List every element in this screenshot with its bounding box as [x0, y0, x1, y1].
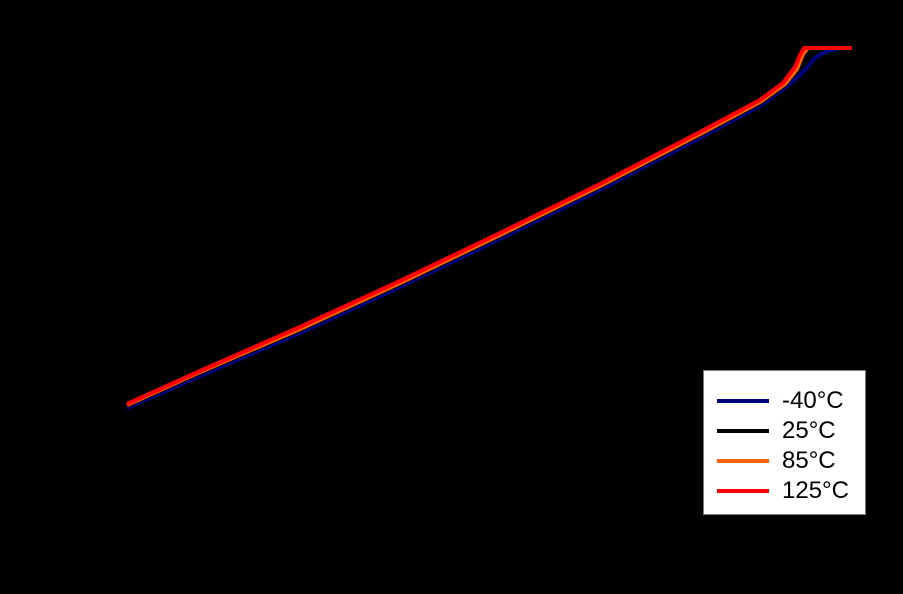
legend-swatch-minus40 — [717, 399, 769, 403]
legend-swatch-25 — [717, 429, 769, 433]
series-line-0 — [126, 46, 852, 410]
legend-label-25: 25°C — [782, 417, 836, 444]
legend-swatch-125 — [717, 489, 769, 493]
legend-item-minus40: -40°C — [704, 387, 865, 415]
legend-item-125: 125°C — [704, 477, 865, 505]
series-line-3 — [126, 46, 852, 406]
legend-label-125: 125°C — [782, 477, 849, 504]
legend-label-minus40: -40°C — [782, 387, 844, 414]
chart-legend: -40°C 25°C 85°C 125°C — [703, 370, 866, 515]
legend-item-85: 85°C — [704, 447, 865, 475]
series-line-2 — [126, 46, 852, 407]
legend-swatch-85 — [717, 459, 769, 463]
legend-item-25: 25°C — [704, 417, 865, 445]
series-layer — [126, 46, 852, 410]
series-line-1 — [126, 46, 852, 408]
legend-label-85: 85°C — [782, 447, 836, 474]
